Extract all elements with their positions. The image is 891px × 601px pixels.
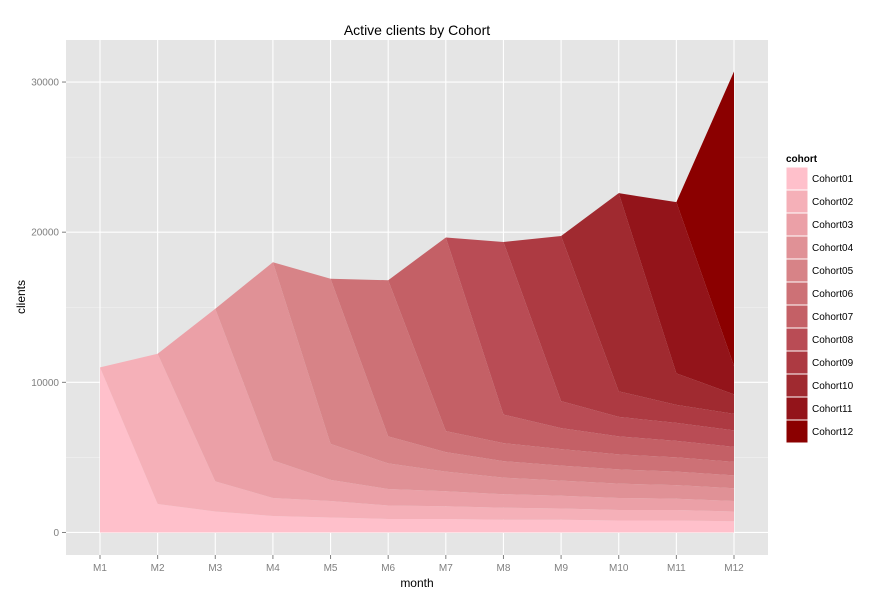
x-axis-title: month — [400, 576, 433, 590]
x-tick-label: M10 — [609, 563, 629, 574]
chart-title: Active clients by Cohort — [344, 22, 490, 38]
x-tick-label: M6 — [381, 563, 395, 574]
legend-key — [785, 304, 809, 329]
legend-key — [785, 327, 809, 352]
x-tick-label: M9 — [554, 563, 568, 574]
y-tick-label: 0 — [53, 528, 59, 539]
area-cohort11 — [100, 193, 734, 395]
x-tick-label: M11 — [667, 563, 686, 574]
y-tick-label: 20000 — [31, 228, 59, 239]
legend-key — [785, 419, 809, 444]
legend-label: Cohort01 — [812, 174, 854, 185]
legend-label: Cohort08 — [812, 335, 854, 346]
legend-key — [785, 396, 809, 421]
legend-key — [785, 350, 809, 375]
x-tick-label: M1 — [93, 563, 107, 574]
area-cohort03 — [100, 308, 734, 512]
legend-label: Cohort10 — [812, 381, 854, 392]
area-cohort09 — [100, 235, 734, 431]
legend-key — [785, 235, 809, 260]
area-cohort01 — [100, 367, 734, 533]
area-cohort06 — [100, 262, 734, 476]
legend-label: Cohort02 — [812, 197, 854, 208]
y-axis-title: clients — [14, 280, 28, 314]
x-tick-label: M12 — [724, 563, 744, 574]
legend-label: Cohort07 — [812, 312, 854, 323]
x-axis: M1 M2 M3 M4 M5 M6 M7 M8 M9 M10 M11 M12 — [93, 555, 744, 574]
legend-label: Cohort03 — [812, 220, 854, 231]
legend-key — [785, 212, 809, 237]
legend-key — [785, 281, 809, 306]
area-cohort08 — [100, 237, 734, 447]
y-axis: 0 10000 20000 30000 — [31, 78, 66, 539]
y-tick-label: 10000 — [31, 378, 59, 389]
legend-key — [785, 166, 809, 191]
area-cohort04 — [100, 262, 734, 501]
legend-label: Cohort04 — [812, 243, 854, 254]
x-tick-label: M4 — [266, 563, 280, 574]
x-tick-label: M2 — [151, 563, 165, 574]
x-tick-label: M7 — [439, 563, 453, 574]
area-cohort07 — [100, 237, 734, 462]
legend-key — [785, 189, 809, 214]
legend-key — [785, 373, 809, 398]
x-tick-label: M8 — [497, 563, 511, 574]
x-tick-label: M3 — [208, 563, 222, 574]
legend-label: Cohort05 — [812, 266, 854, 277]
legend-label: Cohort11 — [812, 404, 853, 415]
legend-title: cohort — [786, 154, 818, 165]
legend-key — [785, 258, 809, 283]
y-tick-label: 30000 — [31, 78, 59, 89]
area-cohort10 — [100, 193, 734, 414]
legend-label: Cohort06 — [812, 289, 854, 300]
area-layers — [100, 71, 734, 533]
legend-label: Cohort12 — [812, 427, 854, 438]
legend-label: Cohort09 — [812, 358, 854, 369]
area-cohort02 — [100, 353, 734, 522]
x-tick-label: M5 — [324, 563, 338, 574]
legend: cohort Cohort01 Cohort02 Cohort03 Cohort04 C… — [785, 154, 854, 444]
